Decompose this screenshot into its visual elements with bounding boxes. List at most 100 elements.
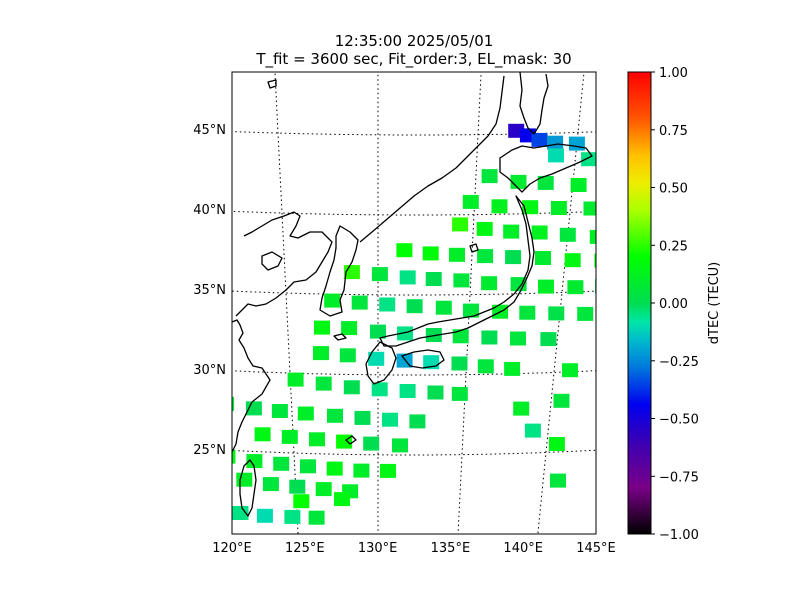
dtec-cell <box>477 359 494 374</box>
graticule-lon-line <box>274 72 299 534</box>
coastline-bohai-peninsula <box>261 251 283 271</box>
dtec-cell <box>326 461 343 476</box>
dtec-cell <box>452 217 469 232</box>
dtec-cell <box>368 351 385 366</box>
dtec-cell <box>547 135 564 150</box>
dtec-cell <box>399 384 416 398</box>
dtec-cell <box>396 243 413 258</box>
dtec-cell <box>309 432 325 447</box>
dtec-cell <box>232 396 235 411</box>
dtec-cell <box>425 328 442 342</box>
colorbar-tick-label: −1.00 <box>659 528 699 543</box>
dtec-cell <box>476 221 493 236</box>
dtec-cell <box>540 332 557 347</box>
dtec-cell <box>271 404 288 418</box>
dtec-cell <box>519 305 536 320</box>
dtec-cell <box>548 306 565 321</box>
colorbar-label: dTEC (TECU) <box>707 262 722 345</box>
dtec-cell <box>232 449 236 464</box>
lon-tick-label: 135°E <box>431 541 471 556</box>
dtec-cell <box>297 406 314 421</box>
dtec-cell <box>339 348 356 363</box>
colorbar-tick-label: −0.50 <box>659 413 699 428</box>
chart-title: 12:35:00 2025/05/01 <box>335 32 494 50</box>
dtec-cell <box>463 303 479 318</box>
dtec-cell <box>422 246 439 261</box>
dtec-cell <box>503 224 520 239</box>
dtec-cell <box>451 386 468 401</box>
coastline-taiwan <box>239 459 257 517</box>
dtec-cell <box>409 414 426 429</box>
dtec-cell <box>232 506 249 520</box>
dtec-cell <box>462 194 479 209</box>
dtec-cell <box>548 148 564 163</box>
dtec-cell <box>570 178 587 192</box>
colorbar-tick-label: 1.00 <box>659 66 688 81</box>
colorbar: 1.00 0.75 0.50 0.25 0.00 −0.25 −0.50 −0.75 −1.00… <box>627 66 722 543</box>
dtec-cell <box>589 229 596 244</box>
lat-tick-label: 40°N <box>193 203 226 218</box>
dtec-cell <box>425 272 442 286</box>
colorbar-tick-label: 0.75 <box>659 124 688 139</box>
dtec-cell <box>481 276 498 291</box>
dtec-cell <box>581 152 596 167</box>
dtec-cell <box>353 463 370 478</box>
dtec-cell <box>453 273 470 288</box>
dtec-cell <box>522 200 539 215</box>
colorbar-tick-label: 0.00 <box>659 297 688 312</box>
dtec-cell <box>600 435 616 449</box>
dtec-cell <box>406 299 423 314</box>
dtec-cell <box>449 247 465 262</box>
dtec-cell <box>427 385 444 400</box>
coastline-shikoku <box>401 349 445 369</box>
dtec-cell <box>562 363 578 378</box>
dtec-cell <box>236 472 253 487</box>
dtec-cell <box>535 251 551 265</box>
dtec-cell <box>315 482 332 497</box>
dtec-cell <box>504 361 521 376</box>
dtec-cell <box>568 136 585 151</box>
coastline-asia-mainland <box>232 319 271 453</box>
dtec-cell <box>382 412 398 427</box>
dtec-cell <box>505 250 522 265</box>
coastline-sado <box>469 243 479 253</box>
dtec-cell <box>559 227 576 242</box>
dtec-cell <box>537 175 554 190</box>
dtec-cell <box>315 376 332 391</box>
dtec-cell <box>289 479 306 494</box>
dtec-cell <box>314 320 330 335</box>
coastline-korea-china-north <box>235 211 333 317</box>
colorbar-tick-label: −0.75 <box>659 470 699 485</box>
graticule-lat-line <box>232 210 596 216</box>
dtec-cell <box>256 508 273 523</box>
dtec-cell <box>392 438 408 453</box>
dtec-cell <box>452 329 469 344</box>
colorbar-tick-label: 0.25 <box>659 239 688 254</box>
colorbar-tick-label: 0.50 <box>659 182 688 197</box>
dtec-cell <box>577 306 594 321</box>
dtec-cell <box>477 249 494 264</box>
lat-tick-labels: 25°N 30°N 35°N 40°N 45°N <box>193 123 226 458</box>
dtec-cell <box>612 154 628 168</box>
coastline-okinawa <box>345 435 357 445</box>
dtec-cell <box>351 295 368 310</box>
dtec-cell <box>564 253 581 268</box>
graticule-lon-line <box>457 72 482 534</box>
dtec-cell <box>399 270 416 285</box>
dtec-cell <box>510 174 527 189</box>
dtec-cell <box>254 427 271 442</box>
dtec-cell <box>273 456 290 471</box>
lon-tick-label: 145°E <box>576 541 616 556</box>
dtec-cell <box>380 463 396 478</box>
graticule-lon-line <box>537 72 585 534</box>
dtec-cell <box>481 169 498 184</box>
coastline-honshu <box>379 195 535 347</box>
dtec-cell <box>341 321 358 336</box>
dtec-cell <box>313 346 329 361</box>
dtec-cell <box>548 437 565 451</box>
dtec-cell <box>371 267 388 282</box>
dtec-cell <box>491 199 508 214</box>
dtec-cell <box>363 436 380 451</box>
coastline-sakhalin <box>519 72 549 135</box>
